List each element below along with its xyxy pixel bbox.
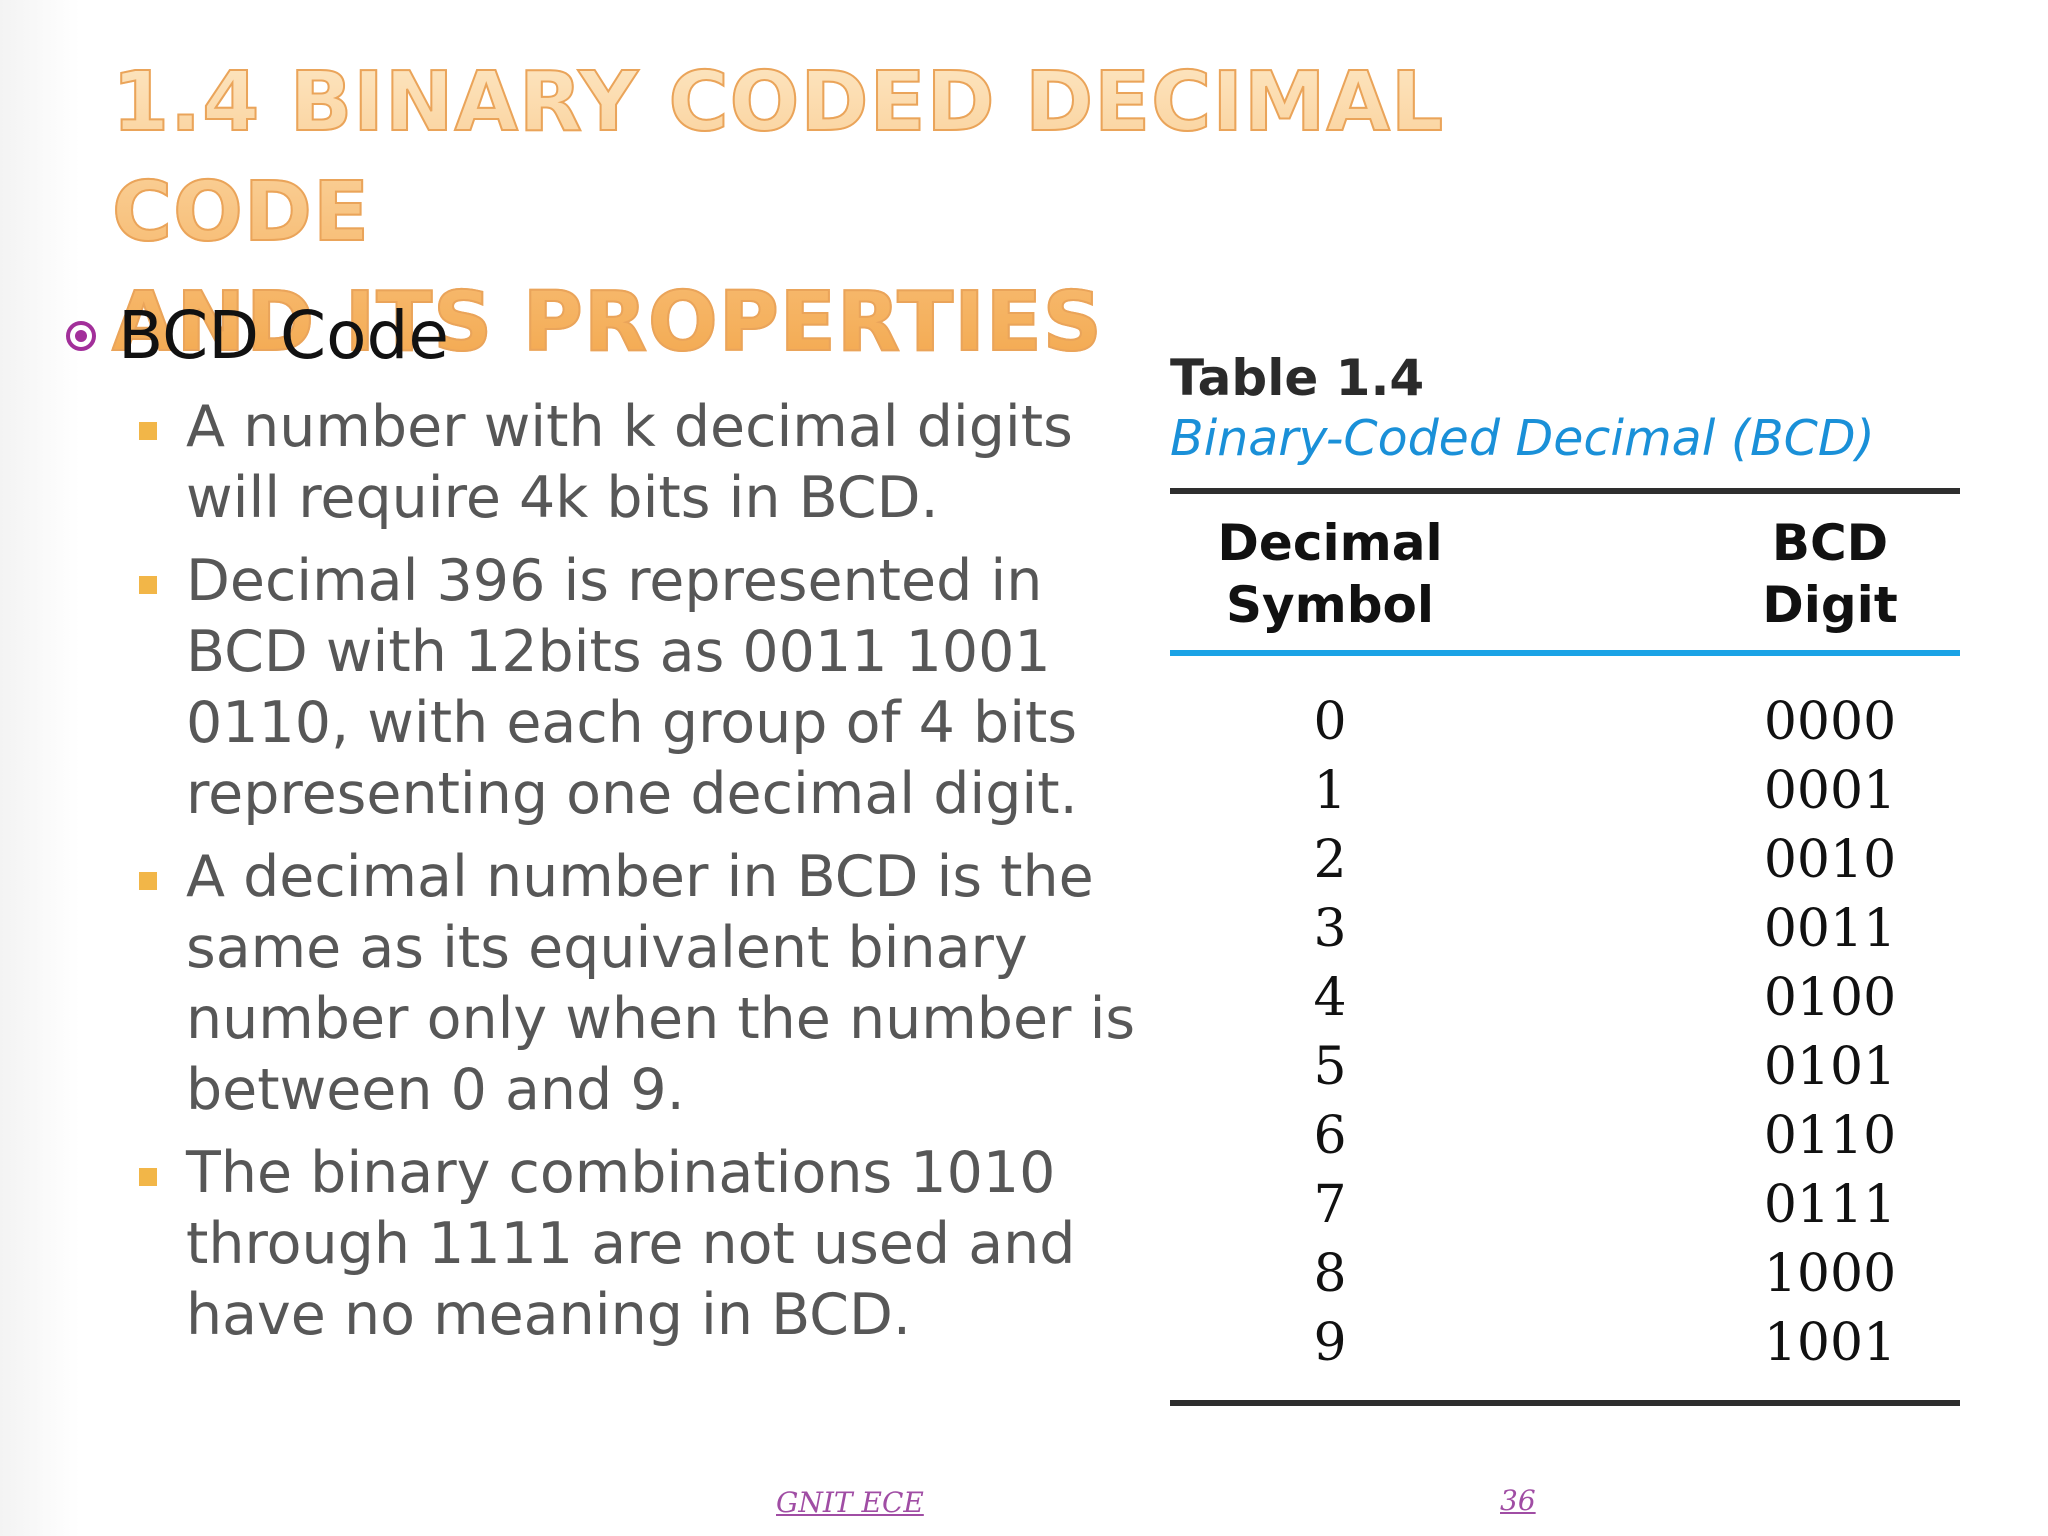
bcd-cell: 0011 [1763,899,1897,959]
sub-bullet-text: The binary combinations 1010 through 111… [186,1140,1076,1348]
sub-bullet-text: Decimal 396 is represented in BCD with 1… [186,548,1078,827]
bcd-cell: 1000 [1763,1244,1897,1304]
table-row: 4 0100 [1170,964,1960,1033]
footer-page-number[interactable]: 36 [1500,1484,1536,1517]
table-row: 7 0111 [1170,1171,1960,1240]
bcd-cell: 0110 [1763,1106,1897,1166]
decimal-cell: 6 [1313,1106,1347,1166]
table-header-rule [1170,650,1960,656]
table-caption: Binary-Coded Decimal (BCD) [1170,410,1875,467]
sub-bullet-text: A number with k decimal digits will requ… [186,394,1073,531]
table-row: 9 1001 [1170,1309,1960,1378]
table-row: 6 0110 [1170,1102,1960,1171]
slide-title-line-2: AND ITS PROPERTIES [111,274,1103,371]
sub-bullet-item: Decimal 396 is represented in BCD with 1… [136,546,1136,830]
table-bottom-rule [1170,1400,1960,1406]
table-header: Decimal Symbol BCD Digit [1170,494,1960,650]
table-row: 8 1000 [1170,1240,1960,1309]
decimal-cell: 2 [1313,830,1347,890]
square-bullet-icon [139,872,157,890]
decimal-cell: 4 [1313,968,1347,1028]
decimal-cell: 9 [1313,1313,1347,1373]
bcd-cell: 0010 [1763,830,1897,890]
table-row: 3 0011 [1170,895,1960,964]
table-row: 1 0001 [1170,757,1960,826]
sub-bullet-item: A decimal number in BCD is the same as i… [136,842,1136,1126]
header-decimal-line-1: Decimal [1217,514,1443,572]
table-body: 0 0000 1 0001 2 0010 3 0011 4 0100 5 010… [1170,656,1960,1400]
sub-bullet-text: A decimal number in BCD is the same as i… [186,844,1136,1123]
slide-title-line-1: 1.4 BINARY CODED DECIMAL CODE [111,54,1445,261]
header-bcd-line-1: BCD [1771,514,1889,572]
table-row: 0 0000 [1170,688,1960,757]
table-row: 2 0010 [1170,826,1960,895]
square-bullet-icon [139,1168,157,1186]
decimal-cell: 8 [1313,1244,1347,1304]
square-bullet-icon [139,576,157,594]
circle-dot-icon [66,321,96,351]
main-bullet: BCD Code [66,296,449,376]
left-edge-shade [0,0,80,1536]
sub-bullet-item: A number with k decimal digits will requ… [136,392,1136,534]
header-bcd-digit: BCD Digit [1730,512,1930,636]
main-bullet-text: BCD Code [118,297,449,374]
sub-bullet-item: The binary combinations 1010 through 111… [136,1138,1136,1351]
bcd-cell: 0001 [1763,761,1897,821]
square-bullet-icon [139,422,157,440]
table-row: 5 0101 [1170,1033,1960,1102]
footer-org-link[interactable]: GNIT ECE [776,1486,924,1519]
decimal-cell: 1 [1313,761,1347,821]
bcd-table: Table 1.4 Binary-Coded Decimal (BCD) Dec… [1170,348,1960,1406]
bcd-cell: 0100 [1763,968,1897,1028]
table-top-rule [1170,488,1960,494]
decimal-cell: 5 [1313,1037,1347,1097]
bcd-cell: 0000 [1763,692,1897,752]
sub-bullet-list: A number with k decimal digits will requ… [136,392,1136,1363]
decimal-cell: 0 [1313,692,1347,752]
bcd-cell: 0111 [1763,1175,1897,1235]
bcd-cell: 1001 [1763,1313,1897,1373]
decimal-cell: 7 [1313,1175,1347,1235]
header-bcd-line-2: Digit [1762,576,1898,634]
slide-title: 1.4 BINARY CODED DECIMAL CODE AND ITS PR… [111,48,1612,378]
header-decimal-symbol: Decimal Symbol [1170,512,1490,636]
bcd-cell: 0101 [1763,1037,1897,1097]
decimal-cell: 3 [1313,899,1347,959]
header-decimal-line-2: Symbol [1226,576,1434,634]
table-label: Table 1.4 [1170,349,1425,407]
